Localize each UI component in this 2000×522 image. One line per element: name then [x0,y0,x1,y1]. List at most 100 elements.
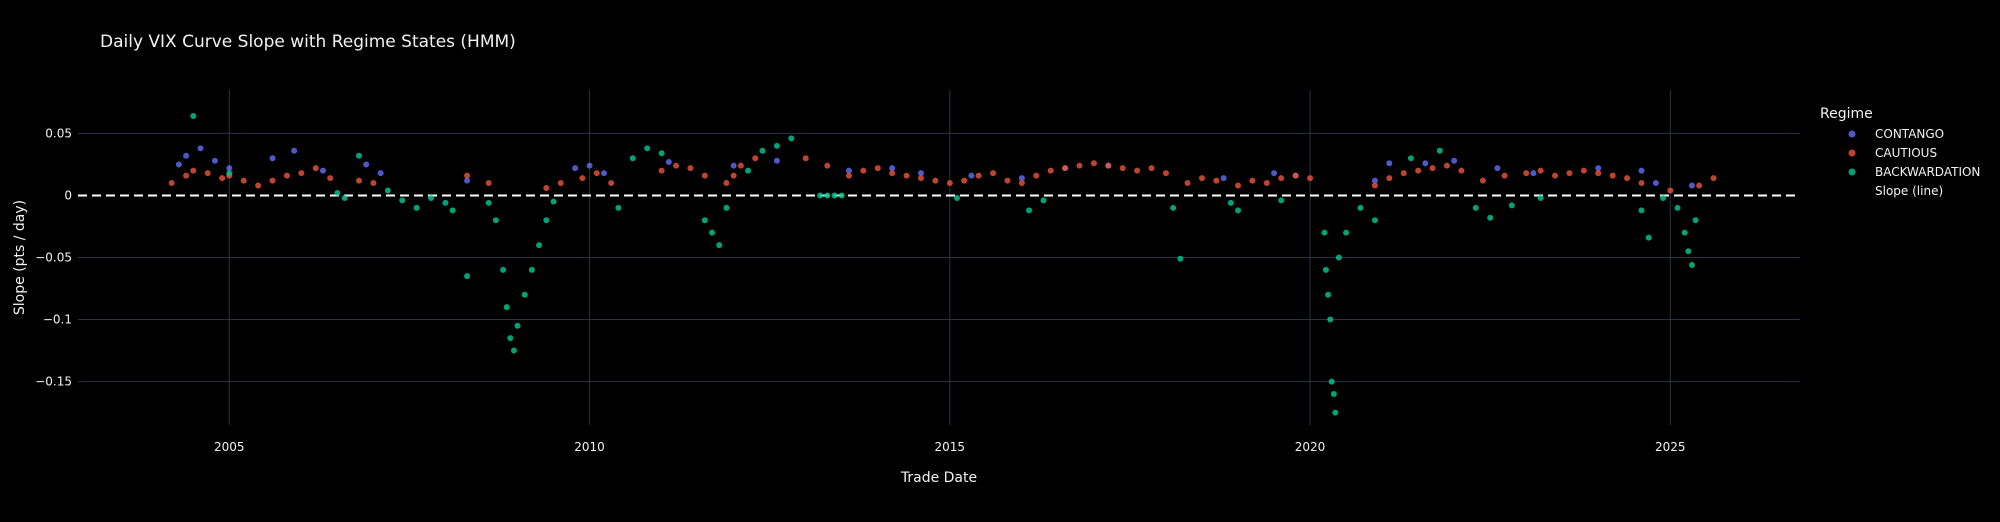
data-point [932,177,939,184]
data-point [1501,172,1508,179]
data-point [917,175,924,182]
data-point [1278,175,1285,182]
data-point [1119,165,1126,172]
y-tick-label: −0.05 [35,251,72,265]
data-point [507,335,514,342]
y-tick-label: −0.1 [43,313,72,327]
data-point [593,170,600,177]
data-point [644,145,651,152]
data-point [1472,204,1479,211]
data-point [1487,214,1494,221]
data-point [211,157,218,164]
data-point [824,162,831,169]
data-point [510,347,517,354]
data-point [1645,234,1652,241]
data-point [600,170,607,177]
legend-label: CAUTIOUS [1875,146,1937,160]
data-point [975,172,982,179]
legend-label: CONTANGO [1875,127,1944,141]
data-point [1638,180,1645,187]
data-point [773,157,780,164]
data-point [838,192,845,199]
data-point [1537,167,1544,174]
data-point [1134,167,1141,174]
data-point [701,172,708,179]
data-point [464,273,471,280]
data-point [428,194,435,201]
chart-title: Daily VIX Curve Slope with Regime States… [100,32,516,52]
data-point [1235,207,1242,214]
legend-item[interactable]: CAUTIOUS [1848,146,1938,160]
data-point [1688,261,1695,268]
data-point [1004,177,1011,184]
data-point [1162,170,1169,177]
data-point [968,172,975,179]
data-point [1681,229,1688,236]
legend-item[interactable]: BACKWARDATION [1848,165,1981,179]
data-point [168,180,175,187]
data-point [1386,175,1393,182]
data-point [946,180,953,187]
series-cautious [168,155,1717,194]
x-axis-title: Trade Date [900,470,977,486]
data-point [557,180,564,187]
data-point [500,266,507,273]
data-point [183,172,190,179]
axes: 2005 2010 2015 2020 2025 0.05 0 −0.05 −0.1 −0.15 [35,126,1685,454]
data-point [1710,175,1717,182]
data-point [298,170,305,177]
data-point [723,180,730,187]
data-point [723,204,730,211]
data-point [658,150,665,157]
legend-marker [1848,168,1856,176]
data-point [990,170,997,177]
data-point [291,147,298,154]
data-point [1018,180,1025,187]
data-point [1696,182,1703,189]
data-point [1523,170,1530,177]
data-point [442,199,449,206]
data-point [1325,291,1332,298]
data-point [831,192,838,199]
data-point [730,172,737,179]
legend-item[interactable]: Slope (line) [1875,184,1943,198]
data-point [1235,182,1242,189]
data-point [550,198,557,205]
data-point [817,192,824,199]
data-point [190,167,197,174]
data-point [737,162,744,169]
data-point [658,167,665,174]
data-point [1220,175,1227,182]
data-point [319,167,326,174]
data-point [673,162,680,169]
data-point [586,162,593,169]
legend-item[interactable]: CONTANGO [1848,127,1945,141]
data-point [615,204,622,211]
data-point [226,165,233,172]
data-point [521,291,528,298]
data-point [1198,175,1205,182]
data-point [788,135,795,142]
data-point [1429,165,1436,172]
data-point [1595,170,1602,177]
data-point [759,147,766,154]
data-point [384,187,391,194]
data-point [1328,378,1335,385]
data-point [536,242,543,249]
data-point [1184,180,1191,187]
data-point [579,175,586,182]
data-point [701,217,708,224]
data-point [1177,255,1184,262]
x-tick-label: 2005 [214,440,245,454]
data-point [255,182,262,189]
data-point [824,192,831,199]
data-point [845,172,852,179]
data-point [860,167,867,174]
data-point [917,170,924,177]
data-point [1688,182,1695,189]
data-point [802,155,809,162]
data-point [449,207,456,214]
data-point [889,165,896,172]
legend-label: BACKWARDATION [1875,165,1980,179]
